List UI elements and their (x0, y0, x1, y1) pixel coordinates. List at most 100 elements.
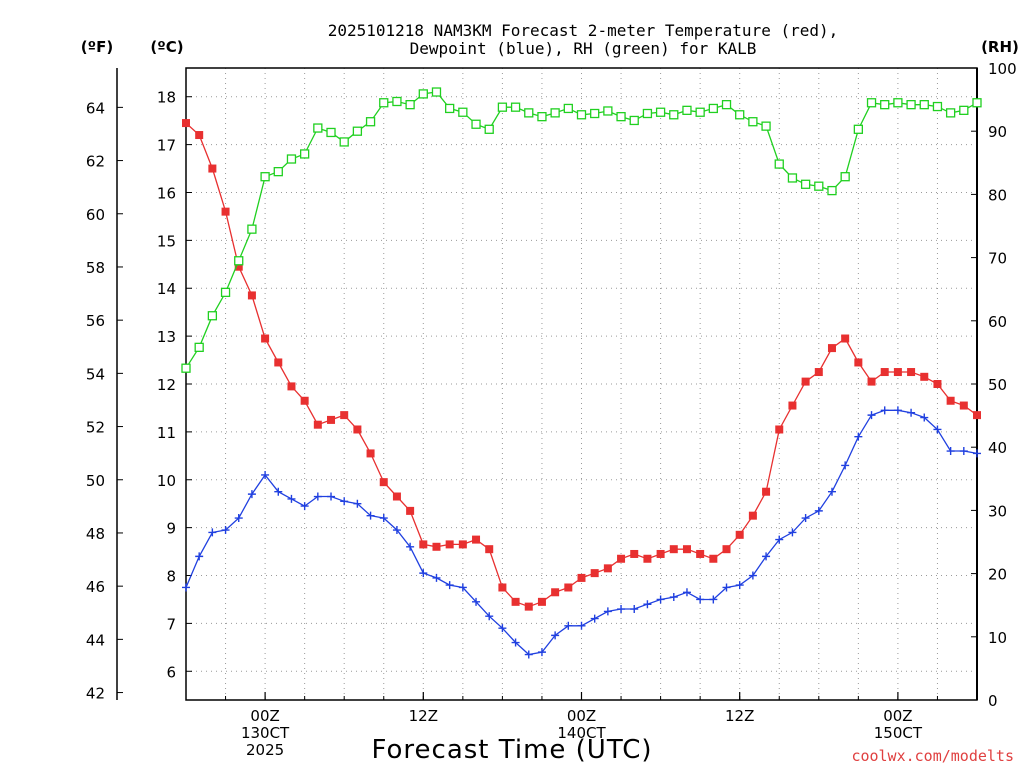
dewpoint-point (735, 581, 744, 590)
celsius-tick-label: 6 (166, 663, 176, 681)
rh-point (484, 124, 494, 134)
rh-tick-label: 100 (988, 60, 1017, 78)
rh-point (247, 224, 257, 234)
temperature-point (366, 449, 375, 458)
rh-point (603, 106, 613, 116)
temperature-point (458, 540, 467, 549)
rh-tick-label: 80 (988, 186, 1007, 204)
dewpoint-point (274, 487, 283, 496)
rh-point (471, 119, 481, 129)
dewpoint-point (353, 499, 362, 508)
rh-tick-label: 50 (988, 376, 1007, 394)
rh-point (273, 166, 283, 177)
axes (116, 67, 978, 701)
dewpoint-point (841, 461, 850, 470)
dewpoint-point (973, 449, 981, 458)
celsius-tick-label: 13 (157, 328, 176, 346)
temperature-point (709, 554, 718, 563)
fahrenheit-tick-label: 58 (86, 259, 105, 277)
rh-point (827, 185, 837, 196)
rh-tick-label: 40 (988, 439, 1007, 457)
rh-point (590, 108, 600, 119)
fahrenheit-tick-label: 52 (86, 419, 105, 437)
rh-tick-label: 0 (988, 692, 998, 710)
dewpoint-point (577, 621, 586, 630)
temperature-point (920, 372, 929, 381)
dewpoint-point (722, 583, 731, 592)
rh-point (708, 103, 718, 114)
dewpoint-point (788, 528, 797, 537)
temperature-point (300, 396, 309, 405)
dewpoint-point (669, 593, 678, 602)
dewpoint-line (185, 409, 978, 656)
dewpoint-point (300, 502, 309, 511)
dewpoint-point (445, 581, 454, 590)
dewpoint-point (379, 514, 388, 523)
temperature-point (419, 540, 428, 549)
temperature-point (353, 425, 362, 434)
dewpoint-point (485, 612, 494, 621)
rh-unit-label: (RH) (981, 38, 1019, 56)
rh-point (972, 98, 982, 108)
temperature-point (234, 262, 243, 271)
dewpoint-point (933, 425, 942, 434)
temperature-point (208, 164, 217, 173)
dewpoint-point (564, 621, 573, 630)
temperature-point (327, 415, 336, 424)
temperature-point (287, 382, 296, 391)
temperature-point (590, 569, 599, 578)
fahrenheit-unit-label: (ºF) (81, 38, 113, 56)
x-tick-label: 130CT (241, 724, 290, 742)
x-tick-label: 00Z (567, 707, 596, 725)
dewpoint-point (946, 447, 955, 456)
temperature-point (577, 573, 586, 582)
dewpoint-point (801, 514, 810, 523)
dewpoint-point (854, 432, 863, 441)
rh-point (893, 98, 903, 108)
rh-point (431, 87, 442, 97)
temperature-point (814, 368, 823, 377)
dewpoint-point (682, 588, 691, 597)
dewpoint-point (893, 406, 902, 415)
rh-point (695, 107, 705, 117)
temperature-point (867, 377, 876, 386)
temperature-point (854, 358, 863, 367)
temperature-point (841, 334, 850, 343)
temperature-point (274, 358, 283, 367)
rh-point (286, 154, 297, 164)
rh-tick-label: 60 (988, 313, 1007, 331)
credit-text: coolwx.com/modelts (851, 747, 1014, 765)
dewpoint-point (814, 506, 823, 515)
rh-point (181, 363, 191, 373)
rh-point (735, 110, 745, 120)
rh-point (919, 100, 929, 110)
temperature-point (551, 588, 560, 597)
dewpoint-point (511, 638, 520, 647)
temperature-point (485, 545, 494, 554)
rh-point (563, 103, 573, 114)
rh-point (352, 126, 363, 136)
dewpoint-point (617, 605, 626, 614)
celsius-tick-label: 18 (157, 89, 176, 107)
temperature-point (722, 545, 731, 554)
x-axis-title: Forecast Time (UTC) (371, 735, 652, 765)
rh-point (339, 137, 349, 147)
fahrenheit-tick-label: 46 (86, 578, 105, 596)
dewpoint-point (221, 526, 230, 535)
rh-point (682, 105, 692, 115)
celsius-tick-label: 17 (157, 137, 176, 155)
rh-point (669, 110, 679, 120)
rh-point (853, 124, 863, 134)
dewpoint-point (419, 569, 428, 578)
celsius-tick-label: 15 (157, 232, 176, 250)
rh-point (537, 112, 547, 122)
temperature-point (735, 530, 744, 539)
temperature-point (643, 554, 652, 563)
temperature-point (524, 602, 533, 611)
temperature-point (182, 119, 190, 128)
rh-point (497, 102, 508, 112)
rh-point (405, 100, 415, 110)
dewpoint-point (656, 595, 665, 604)
chart-title-line-2: Dewpoint (blue), RH (green) for KALB (410, 39, 757, 58)
temperature-point (656, 549, 665, 558)
